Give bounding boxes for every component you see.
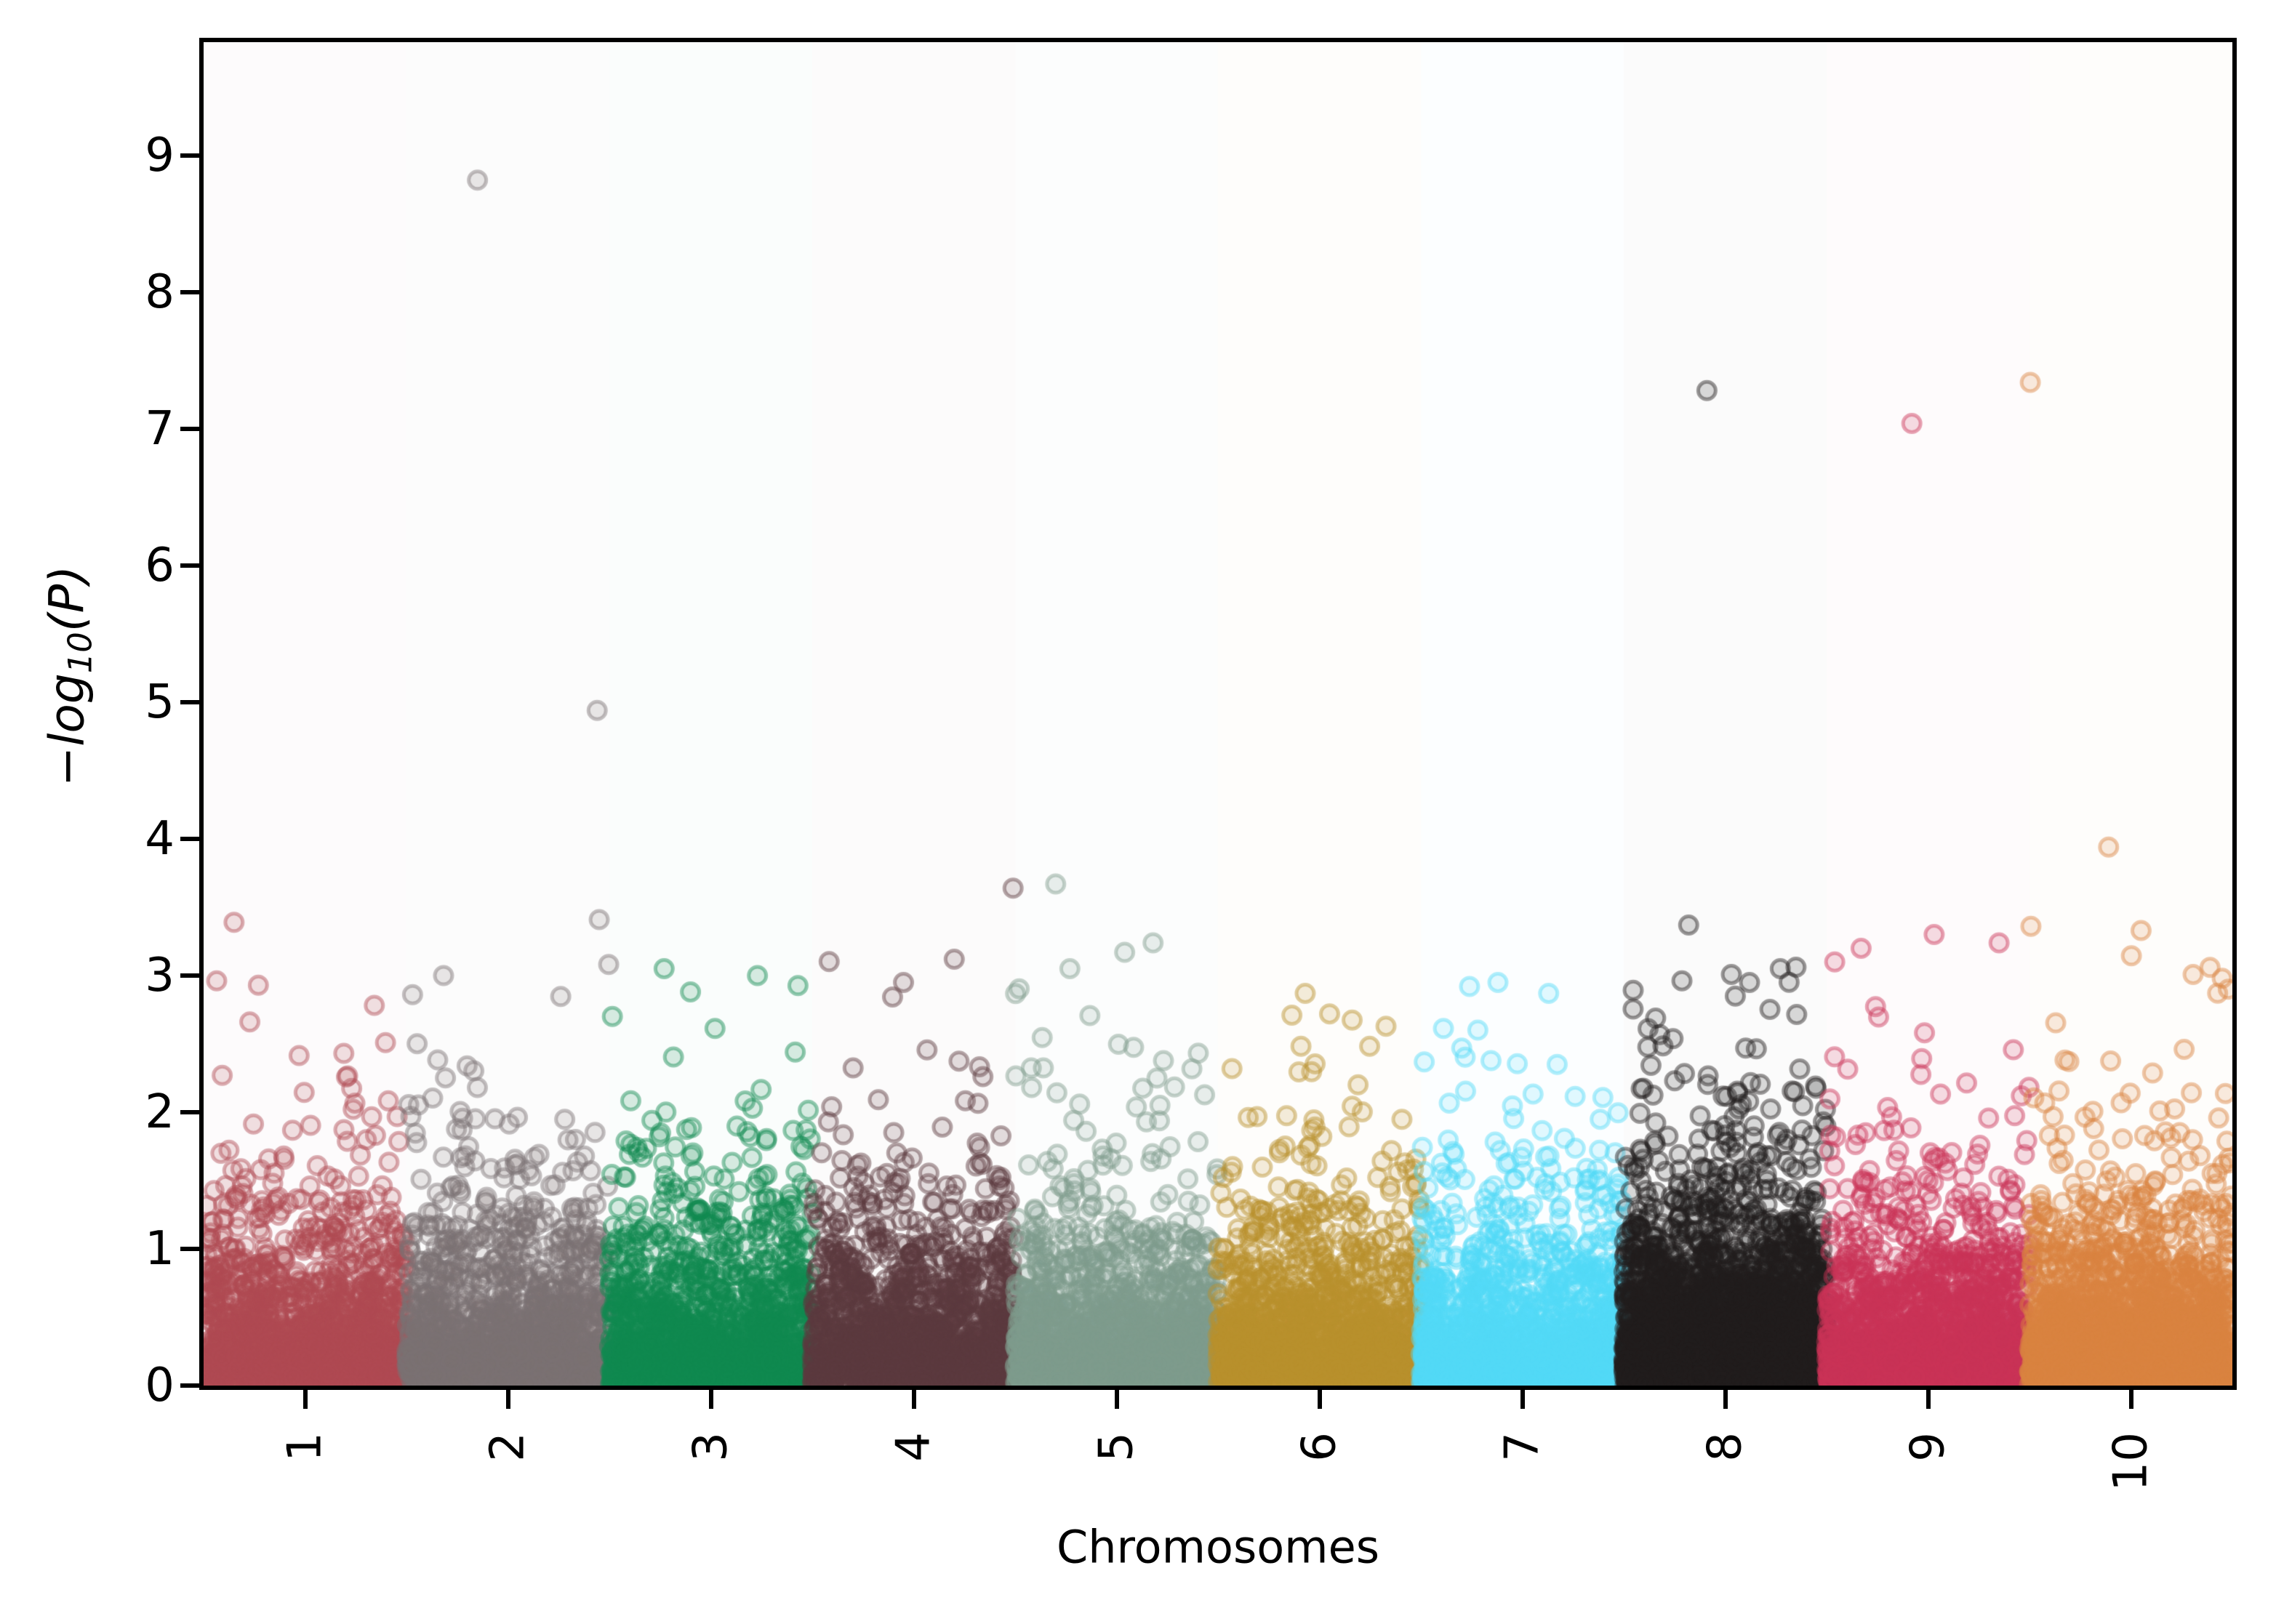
y-tick-label: 1 [145,1222,175,1276]
x-tick-label: 6 [1292,1432,1347,1462]
y-tick-label: 7 [145,402,175,456]
y-tick-label: 2 [145,1085,175,1139]
y-tick-label: 6 [145,539,175,592]
y-tick-label: 5 [145,675,175,729]
y-tick-label: 3 [145,949,175,1002]
y-tick-label: 0 [145,1359,175,1412]
y-axis-label-subscript: 10 [60,632,100,674]
x-axis-label-text: Chromosomes [1056,1520,1380,1574]
scatter-canvas [204,42,2232,1386]
y-tick-label: 8 [145,265,175,319]
x-tick-label: 2 [481,1432,535,1462]
x-tick-label: 9 [1901,1432,1955,1462]
x-tick-label: 1 [278,1432,332,1462]
x-tick-label: 3 [684,1432,738,1462]
x-tick-label: 4 [886,1432,941,1462]
x-tick-label: 5 [1089,1432,1144,1462]
y-axis-label-prefix: −log [39,673,95,787]
x-tick-label: 10 [2104,1432,2158,1492]
plot-area [199,38,2237,1390]
y-tick-label: 4 [145,812,175,866]
x-tick-label: 8 [1698,1432,1752,1462]
x-tick-label: 7 [1495,1432,1550,1462]
y-tick-label: 9 [145,129,175,182]
y-axis-label-suffix: (P) [39,565,95,632]
